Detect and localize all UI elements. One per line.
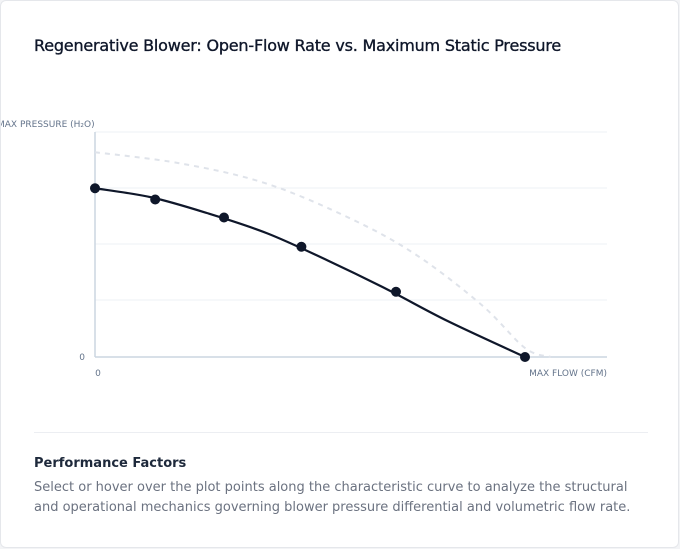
- data-points: [90, 183, 530, 362]
- chart-title: Regenerative Blower: Open-Flow Rate vs. …: [34, 36, 562, 55]
- gridlines: [95, 131, 607, 301]
- reference-curve-dashed: [94, 151, 552, 358]
- performance-factors-title: Performance Factors: [34, 456, 187, 471]
- data-point[interactable]: [90, 183, 100, 194]
- data-point[interactable]: [391, 286, 401, 297]
- y-tick-label: 0: [79, 353, 85, 363]
- data-point[interactable]: [150, 194, 161, 205]
- section-divider: [34, 432, 648, 433]
- data-point[interactable]: [520, 352, 530, 362]
- characteristic-curve: [93, 187, 527, 359]
- data-point[interactable]: [219, 212, 229, 223]
- x-axis-title: MAX FLOW (CFM): [529, 369, 607, 379]
- chart-plot: MAX PRESSURE (H₂O) 0 0 MAX FLOW (CFM): [1, 120, 607, 379]
- performance-factors-text: Select or hover over the plot points alo…: [34, 480, 631, 515]
- y-axis-title: MAX PRESSURE (H₂O): [1, 120, 95, 130]
- data-point[interactable]: [296, 241, 307, 252]
- x-tick-label: 0: [95, 369, 101, 379]
